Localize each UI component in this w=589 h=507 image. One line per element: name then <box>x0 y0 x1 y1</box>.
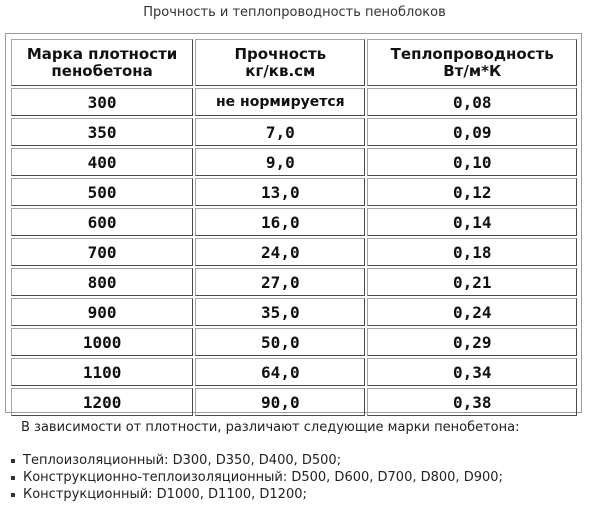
cell-thermal-conductivity: 0,38 <box>367 388 577 416</box>
grade-list-text: Конструкционно-теплоизоляционный: D500, … <box>23 470 503 485</box>
cell-density-grade: 700 <box>11 238 194 266</box>
table-row: 350 7,0 0,09 <box>11 118 577 146</box>
table-frame: Марка плотности пенобетона Прочность кг/… <box>5 33 582 416</box>
cell-density-grade: 300 <box>11 88 194 116</box>
table-row: 700 24,0 0,18 <box>11 238 577 266</box>
table-row: 500 13,0 0,12 <box>11 178 577 206</box>
cell-strength: 90,0 <box>195 388 366 416</box>
table-row: 800 27,0 0,21 <box>11 268 577 296</box>
table-row: 1200 90,0 0,38 <box>11 388 577 416</box>
table-row: 1100 64,0 0,34 <box>11 358 577 386</box>
header-density-grade-line-1: Марка плотности <box>26 44 178 63</box>
grade-list-text: Конструкционный: D1000, D1100, D1200; <box>23 487 307 502</box>
bullet-icon <box>11 493 15 497</box>
cell-strength: 24,0 <box>195 238 366 266</box>
cell-thermal-conductivity: 0,14 <box>367 208 577 236</box>
grades-intro: В зависимости от плотности, различают сл… <box>21 420 520 435</box>
grade-list-item: Конструкционно-теплоизоляционный: D500, … <box>11 469 503 486</box>
density-table: Марка плотности пенобетона Прочность кг/… <box>9 37 579 418</box>
cell-strength: 7,0 <box>195 118 366 146</box>
header-density-grade-line-2: пенобетона <box>51 61 153 80</box>
cell-density-grade: 800 <box>11 268 194 296</box>
header-strength: Прочность кг/кв.см <box>195 39 366 86</box>
cell-density-grade: 1000 <box>11 328 194 356</box>
header-thermal-conductivity: Теплопроводность Вт/м*К <box>367 39 577 86</box>
table-row: 900 35,0 0,24 <box>11 298 577 326</box>
cell-strength: 64,0 <box>195 358 366 386</box>
cell-strength: 50,0 <box>195 328 366 356</box>
table-row: 600 16,0 0,14 <box>11 208 577 236</box>
cell-thermal-conductivity: 0,34 <box>367 358 577 386</box>
header-density-grade: Марка плотности пенобетона <box>11 39 194 86</box>
table-row: 1000 50,0 0,29 <box>11 328 577 356</box>
cell-thermal-conductivity: 0,08 <box>367 88 577 116</box>
cell-strength: не нормируется <box>195 88 366 116</box>
cell-density-grade: 350 <box>11 118 194 146</box>
grade-list-item: Конструкционный: D1000, D1100, D1200; <box>11 486 503 503</box>
cell-density-grade: 900 <box>11 298 194 326</box>
cell-thermal-conductivity: 0,09 <box>367 118 577 146</box>
cell-thermal-conductivity: 0,12 <box>367 178 577 206</box>
header-strength-line-1: Прочность <box>234 44 327 63</box>
table-row: 400 9,0 0,10 <box>11 148 577 176</box>
bullet-icon <box>11 459 15 463</box>
grade-list-text: Теплоизоляционный: D300, D350, D400, D50… <box>23 453 342 468</box>
grade-list: Теплоизоляционный: D300, D350, D400, D50… <box>11 452 503 503</box>
table-caption: Прочность и теплопроводность пеноблоков <box>143 5 446 20</box>
cell-density-grade: 1200 <box>11 388 194 416</box>
cell-strength: 13,0 <box>195 178 366 206</box>
cell-strength: 9,0 <box>195 148 366 176</box>
cell-density-grade: 500 <box>11 178 194 206</box>
cell-thermal-conductivity: 0,29 <box>367 328 577 356</box>
table-body: 300 не нормируется 0,08 350 7,0 0,09 400 9,0 0,1… <box>11 88 577 416</box>
cell-density-grade: 1100 <box>11 358 194 386</box>
cell-thermal-conductivity: 0,21 <box>367 268 577 296</box>
grade-list-item: Теплоизоляционный: D300, D350, D400, D50… <box>11 452 503 469</box>
header-thermal-line-2: Вт/м*К <box>443 61 502 80</box>
table-row: 300 не нормируется 0,08 <box>11 88 577 116</box>
cell-thermal-conductivity: 0,24 <box>367 298 577 326</box>
header-thermal-line-1: Теплопроводность <box>390 44 554 63</box>
cell-density-grade: 600 <box>11 208 194 236</box>
bullet-icon <box>11 476 15 480</box>
cell-density-grade: 400 <box>11 148 194 176</box>
cell-strength: 16,0 <box>195 208 366 236</box>
table-header-row: Марка плотности пенобетона Прочность кг/… <box>11 39 577 86</box>
cell-thermal-conductivity: 0,18 <box>367 238 577 266</box>
cell-strength: 27,0 <box>195 268 366 296</box>
header-strength-line-2: кг/кв.см <box>245 61 316 80</box>
cell-thermal-conductivity: 0,10 <box>367 148 577 176</box>
cell-strength: 35,0 <box>195 298 366 326</box>
